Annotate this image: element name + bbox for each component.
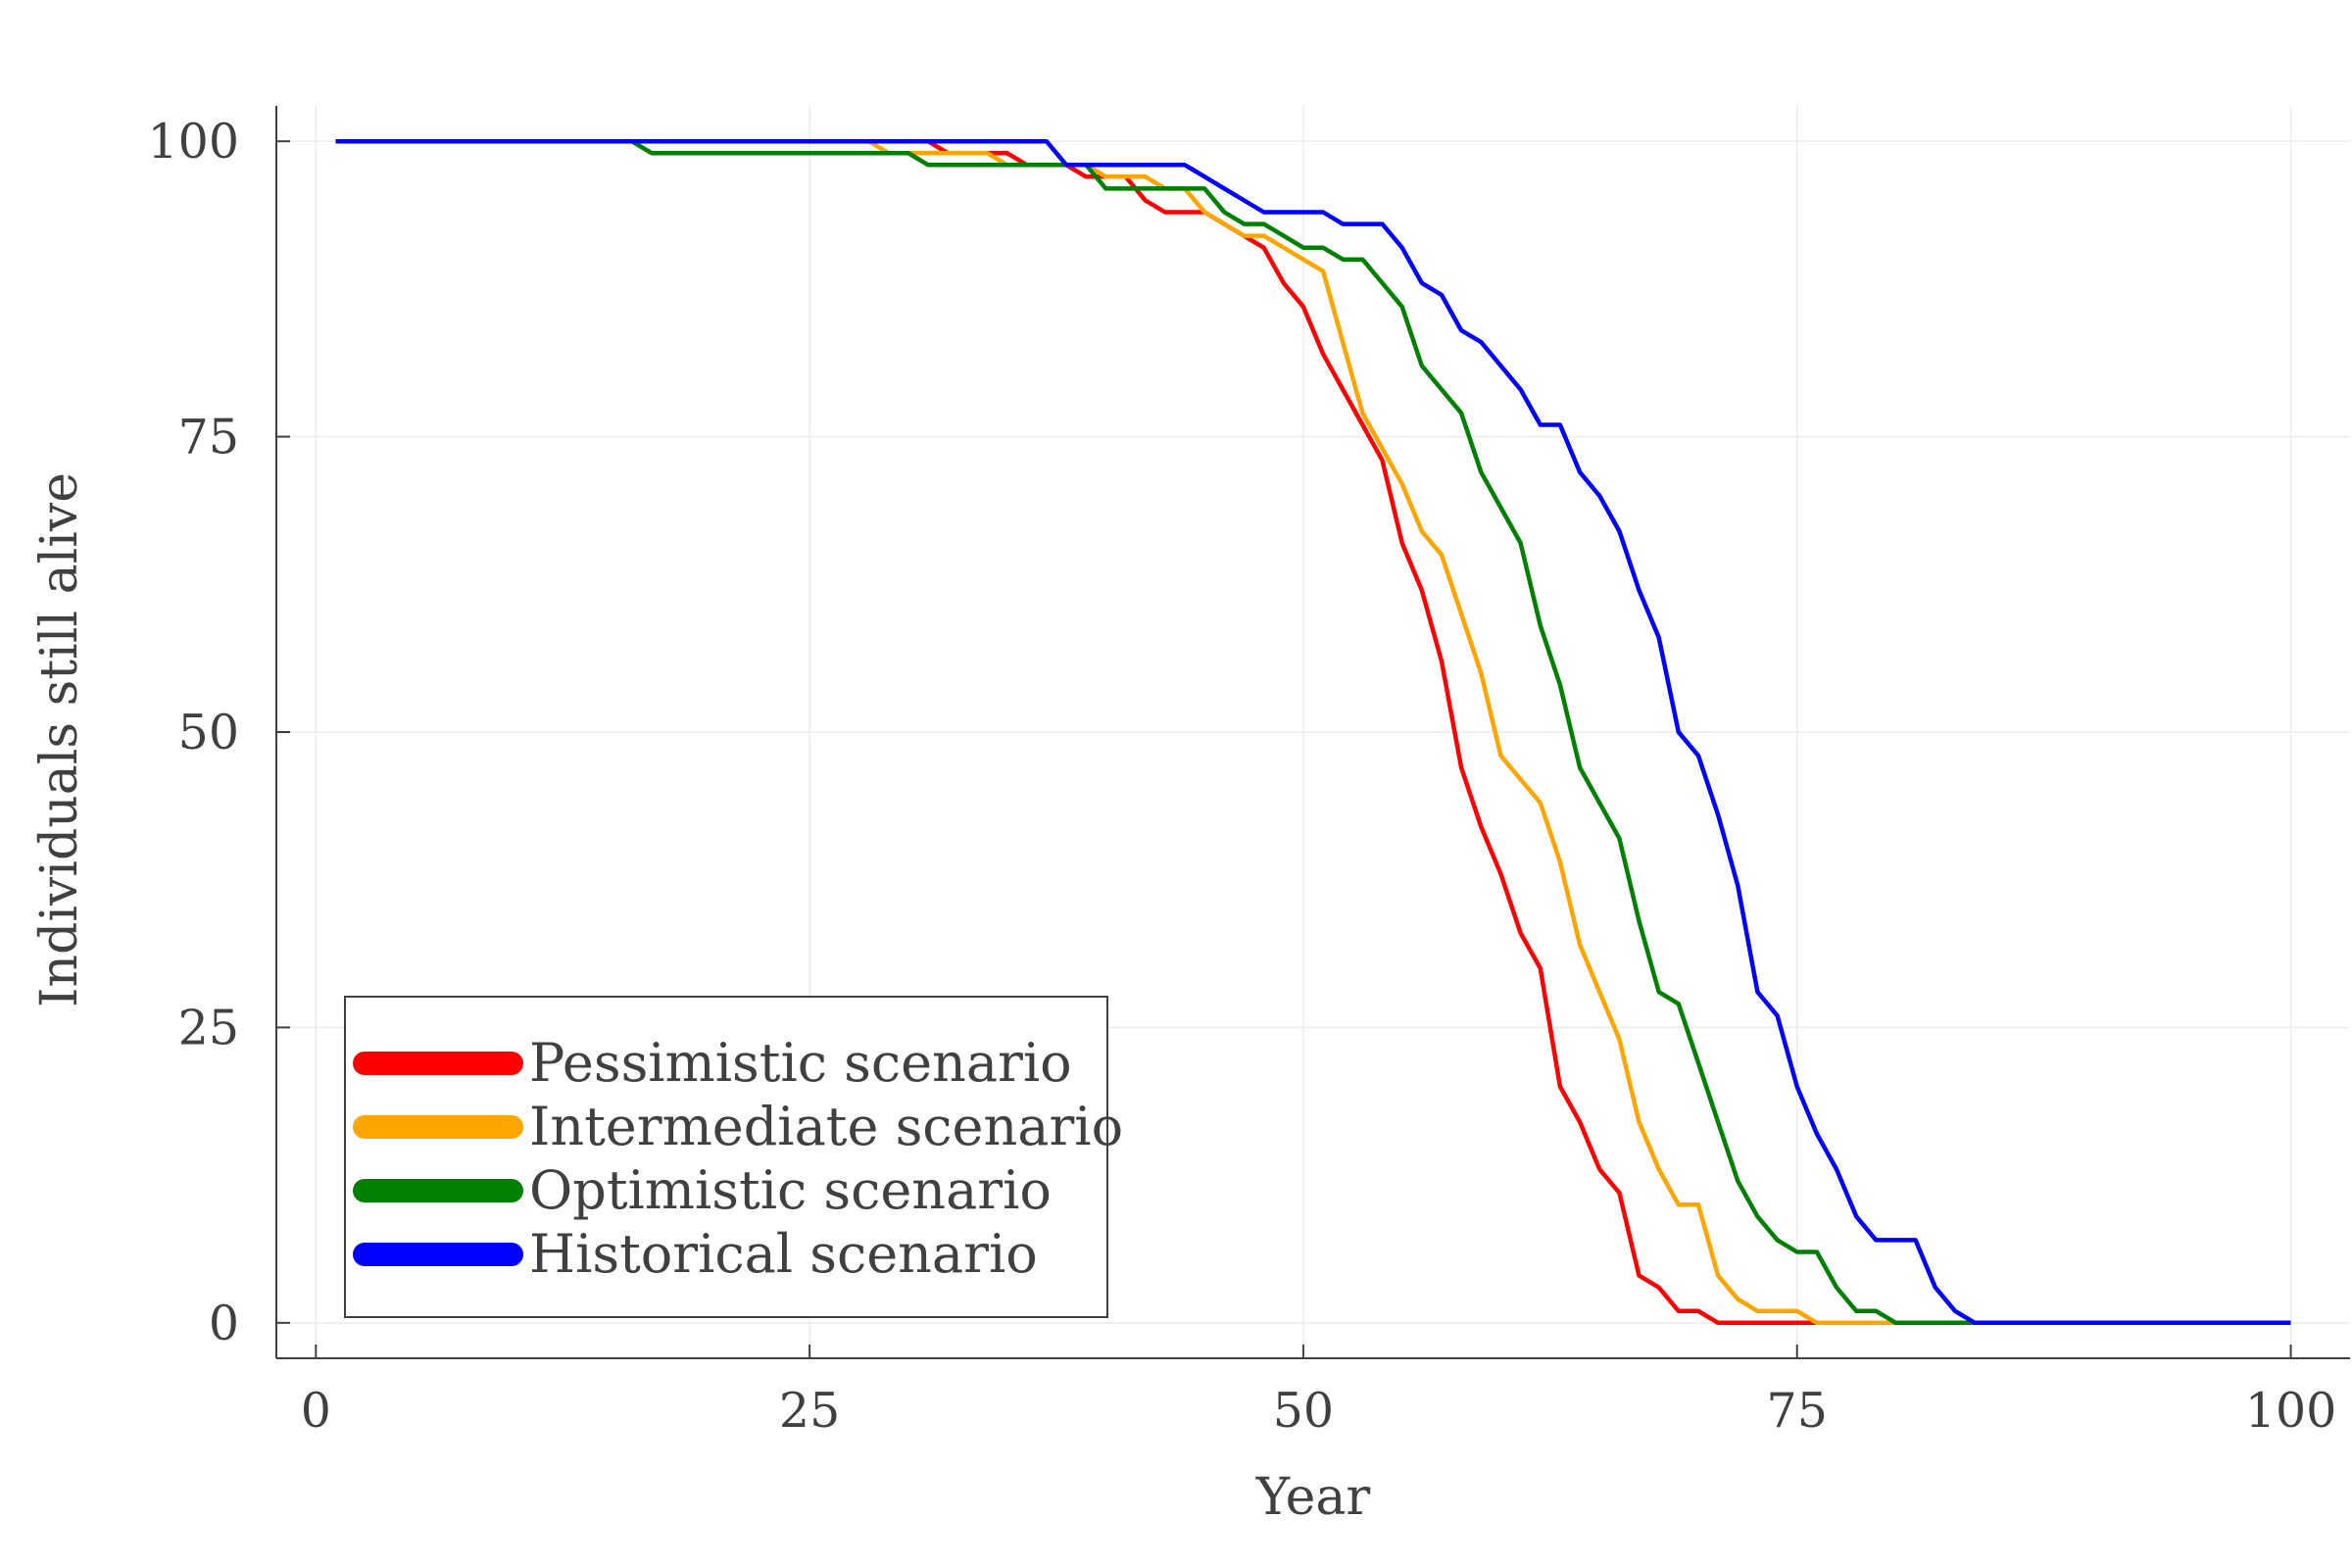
x-axis-title: Year [1255,1468,1371,1527]
legend-label-2: Intermediate scenario [529,1096,1123,1157]
tick-labels: 0 25 50 75 100 0 25 50 75 100 [147,114,2336,1439]
y-tick-label: 0 [209,1296,239,1351]
y-tick-label: 25 [178,1000,239,1055]
legend-label-4: Historical scenario [529,1223,1038,1285]
series-line-2 [335,138,2291,1326]
series-line-4 [335,138,2291,1326]
series-line-3 [335,138,2291,1326]
y-axis-title: Individuals still alive [30,472,89,1007]
series-lines [335,138,2291,1326]
x-tick-label: 50 [1273,1383,1334,1439]
x-tick-label: 0 [301,1383,331,1439]
x-tick-label: 75 [1767,1383,1828,1439]
y-tick-label: 75 [178,410,239,466]
legend-label-1: Pessimistic scenario [529,1032,1072,1094]
x-tick-label: 100 [2245,1383,2337,1439]
y-tick-label: 100 [147,114,239,170]
axes [275,106,2350,1359]
y-tick-label: 50 [178,705,239,760]
series-line-1 [335,138,2291,1326]
x-tick-label: 25 [779,1383,840,1439]
legend-label-3: Optimistic scenario [529,1159,1052,1221]
